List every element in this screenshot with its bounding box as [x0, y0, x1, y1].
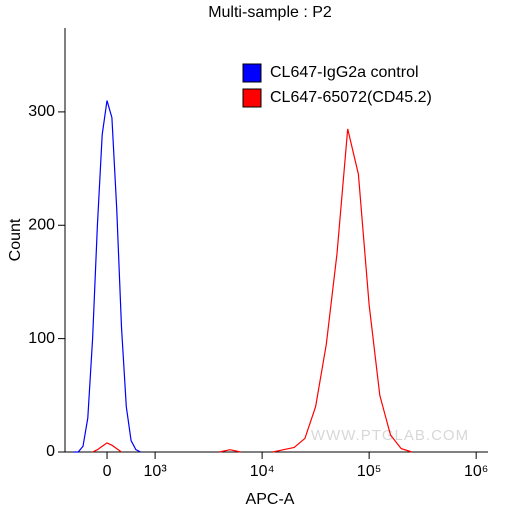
histogram-line [92, 128, 413, 453]
legend-label: CL647-IgG2a control [270, 64, 419, 81]
watermark: WWW.PTGLAB.COM [311, 427, 469, 444]
chart-title: Multi-sample : P2 [208, 4, 332, 21]
y-tick-label: 300 [28, 103, 55, 120]
y-tick-label: 100 [28, 330, 55, 347]
x-tick-label: 10⁵ [357, 463, 381, 480]
legend-swatch [242, 63, 262, 83]
legend-label: CL647-65072(CD45.2) [270, 89, 432, 106]
y-tick-label: 0 [46, 443, 55, 460]
x-axis-label: APC-A [246, 491, 295, 508]
x-tick-label: 10⁶ [464, 463, 488, 480]
x-tick-label: 10³ [144, 463, 168, 480]
x-tick-label: 10⁴ [250, 463, 275, 480]
y-tick-label: 200 [28, 216, 55, 233]
y-axis-label: Count [7, 218, 24, 261]
x-tick-label: 0 [103, 463, 112, 480]
histogram-line [73, 100, 141, 453]
legend-swatch [242, 88, 262, 108]
